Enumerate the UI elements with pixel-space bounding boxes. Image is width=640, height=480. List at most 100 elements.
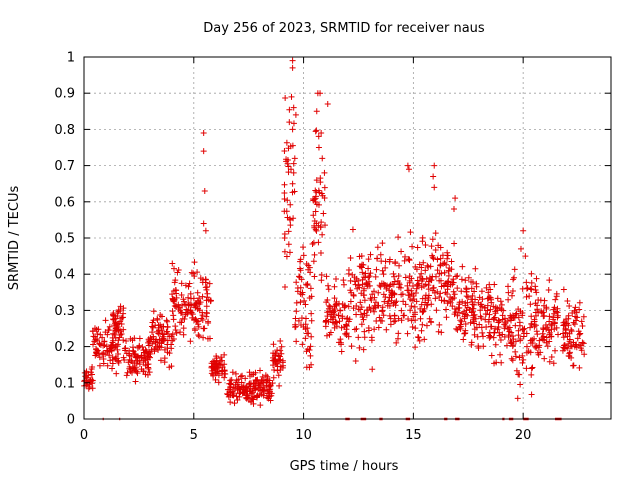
data-point: [115, 358, 122, 365]
data-point: [491, 281, 498, 288]
data-point: [406, 291, 413, 298]
data-point: [134, 344, 141, 351]
data-point: [509, 357, 516, 364]
y-tick-label: 1: [67, 51, 75, 66]
data-point: [281, 190, 288, 197]
data-point: [465, 294, 472, 301]
data-point: [546, 358, 553, 365]
data-point: [443, 314, 450, 321]
data-point: [552, 347, 559, 354]
data-point: [114, 323, 121, 330]
data-point: [512, 348, 519, 355]
data-point: [217, 362, 224, 369]
data-point: [100, 360, 107, 367]
data-point: [482, 311, 489, 318]
data-point: [523, 343, 530, 350]
data-point: [425, 264, 432, 271]
data-point: [260, 392, 267, 399]
data-point: [249, 389, 256, 396]
data-point: [472, 265, 479, 272]
data-point: [476, 321, 483, 328]
data-point: [150, 333, 157, 340]
data-point: [392, 302, 399, 309]
data-point: [383, 326, 390, 333]
data-point: [394, 335, 401, 342]
data-point: [191, 259, 198, 266]
data-point: [347, 298, 354, 305]
data-point: [472, 296, 479, 303]
data-point: [393, 339, 400, 346]
data-point: [177, 329, 184, 336]
data-point: [246, 369, 253, 376]
data-point: [505, 296, 512, 303]
data-point: [284, 214, 291, 221]
data-point: [118, 321, 125, 328]
data-point: [177, 307, 184, 314]
data-point: [192, 303, 199, 310]
data-point: [529, 336, 536, 343]
data-point: [264, 387, 271, 394]
data-point: [513, 310, 520, 317]
data-point: [115, 327, 122, 334]
data-point: [436, 321, 443, 328]
data-point: [319, 231, 326, 238]
data-point: [416, 337, 423, 344]
y-axis-ticks: 0 0.1 0.2 0.3 0.4 0.5 0.6 0.7 0.8 0.9 1: [54, 51, 611, 428]
data-point: [287, 201, 294, 208]
data-point: [148, 346, 155, 353]
data-point: [289, 180, 296, 187]
data-point: [531, 323, 538, 330]
data-point: [457, 321, 464, 328]
data-point: [202, 276, 209, 283]
x-tick-label: 5: [190, 428, 198, 443]
data-point: [422, 281, 429, 288]
data-point: [375, 324, 382, 331]
data-point: [264, 377, 271, 384]
data-point: [169, 331, 176, 338]
data-point: [448, 258, 455, 265]
data-point: [508, 329, 515, 336]
data-point: [520, 356, 527, 363]
data-point: [279, 364, 286, 371]
data-point: [291, 188, 298, 195]
data-point: [444, 255, 451, 262]
data-point: [313, 227, 320, 234]
data-point: [545, 327, 552, 334]
data-point: [281, 248, 288, 255]
data-point: [278, 343, 285, 350]
data-point: [464, 299, 471, 306]
data-point: [345, 303, 352, 310]
data-point: [174, 269, 181, 276]
data-point: [321, 169, 328, 176]
data-point: [91, 325, 98, 332]
data-point: [297, 284, 304, 291]
data-point: [497, 351, 504, 358]
data-point: [194, 297, 201, 304]
data-point: [435, 242, 442, 249]
data-point: [560, 334, 567, 341]
data-point: [313, 177, 320, 184]
data-point: [192, 316, 199, 323]
data-point: [374, 255, 381, 262]
data-point: [283, 208, 290, 215]
data-point: [307, 352, 314, 359]
data-point: [267, 382, 274, 389]
data-point: [479, 329, 486, 336]
data-point: [377, 283, 384, 290]
data-point: [281, 196, 288, 203]
data-point: [492, 308, 499, 315]
data-point: [480, 343, 487, 350]
data-point: [465, 274, 472, 281]
data-point: [290, 160, 297, 167]
data-point: [347, 254, 354, 261]
data-point: [564, 320, 571, 327]
data-point: [404, 330, 411, 337]
data-point: [408, 291, 415, 298]
data-point: [490, 334, 497, 341]
data-point: [435, 328, 442, 335]
data-point: [96, 354, 103, 361]
data-point: [314, 90, 321, 97]
data-point: [311, 251, 318, 258]
data-point: [375, 289, 382, 296]
data-point: [367, 295, 374, 302]
